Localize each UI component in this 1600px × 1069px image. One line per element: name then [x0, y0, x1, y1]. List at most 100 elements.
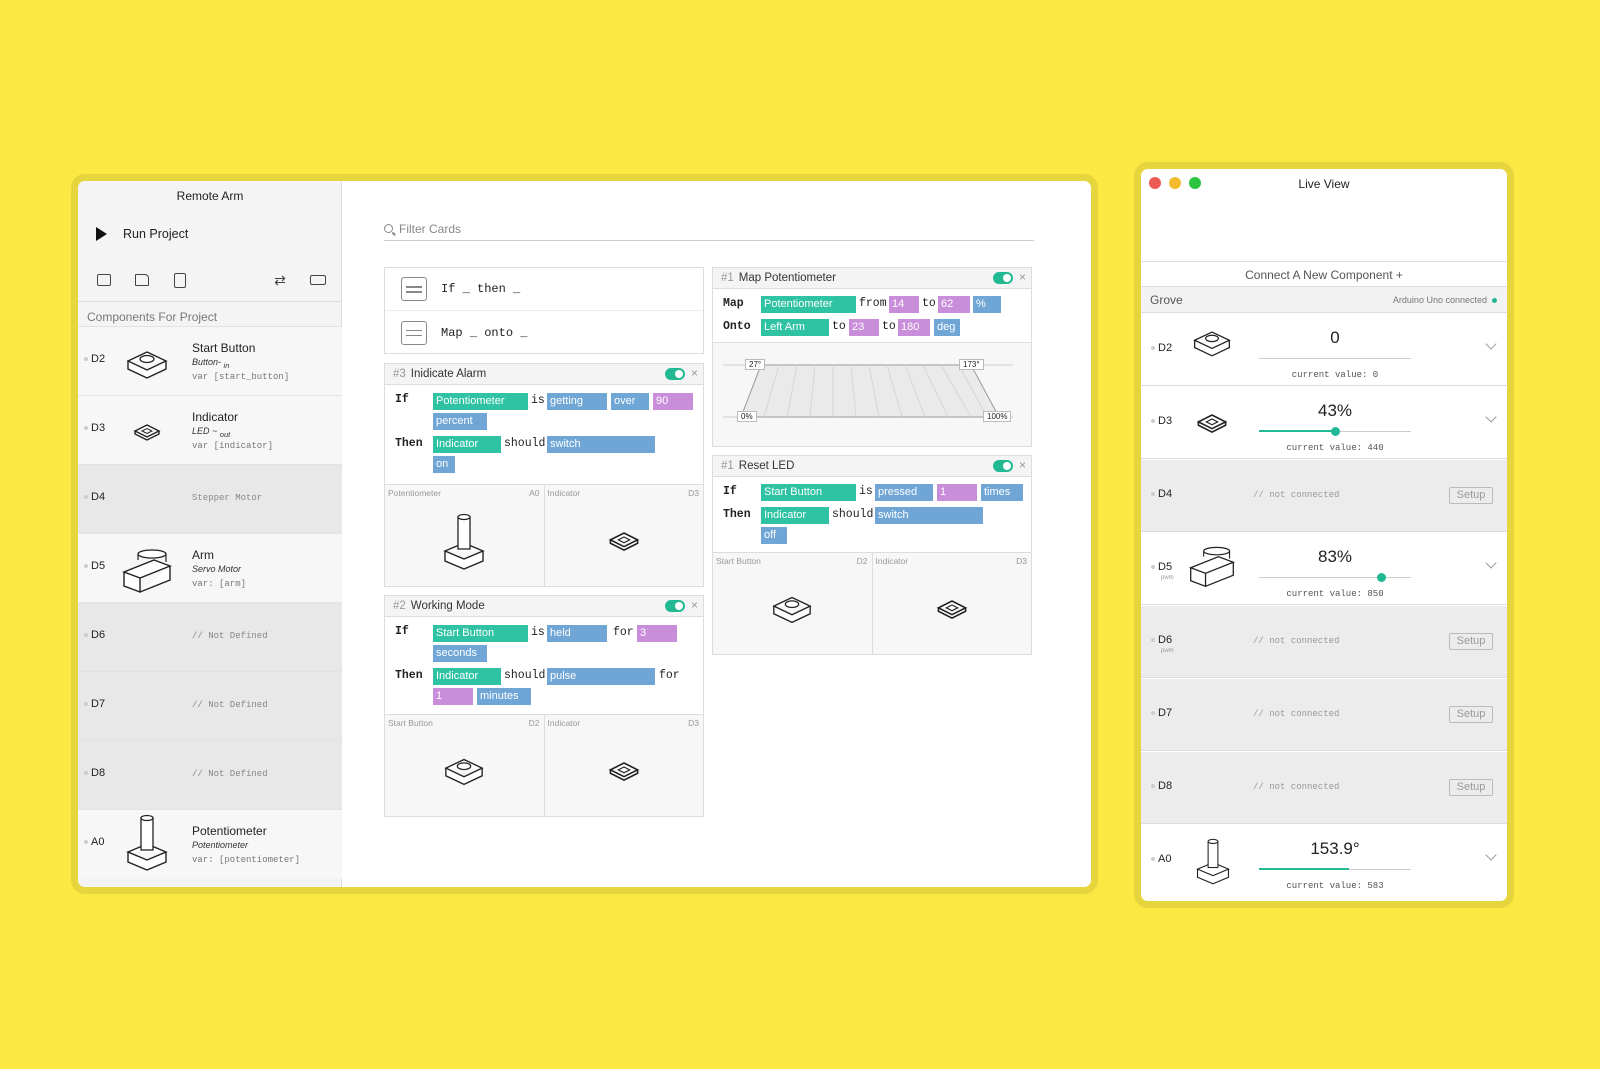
token[interactable]: 23: [849, 319, 879, 336]
chevron-down-icon[interactable]: [1485, 411, 1497, 423]
token[interactable]: Start Button: [433, 625, 528, 642]
card-title: Map Potentiometer: [738, 272, 836, 284]
folder-icon[interactable]: [130, 269, 154, 291]
setup-button[interactable]: Setup: [1449, 779, 1493, 796]
component-row-d7[interactable]: D7 // Not Defined: [78, 671, 342, 740]
value-slider[interactable]: [1259, 427, 1411, 436]
token[interactable]: times: [981, 484, 1023, 501]
live-row-d3[interactable]: D3 43% current value: 440: [1141, 387, 1507, 459]
token[interactable]: Potentiometer: [433, 393, 528, 410]
token[interactable]: seconds: [433, 645, 487, 662]
token[interactable]: over: [611, 393, 649, 410]
word: to: [882, 320, 896, 333]
live-row-d6[interactable]: D6 pwm // not connected Setup: [1141, 606, 1507, 678]
card-toggle[interactable]: [665, 368, 685, 380]
value-slider[interactable]: [1259, 573, 1411, 582]
card-toggle[interactable]: [993, 272, 1013, 284]
token[interactable]: 14: [889, 296, 919, 313]
close-icon[interactable]: ×: [690, 598, 698, 612]
token[interactable]: deg: [934, 319, 960, 336]
chevron-down-icon[interactable]: [1485, 849, 1497, 861]
maximize-button[interactable]: [1189, 177, 1201, 189]
slider-knob[interactable]: [1376, 573, 1386, 582]
value-fill: [1259, 868, 1349, 870]
chevron-down-icon[interactable]: [1485, 338, 1497, 350]
slider-knob[interactable]: [1331, 427, 1340, 436]
token[interactable]: Start Button: [761, 484, 856, 501]
setup-button[interactable]: Setup: [1449, 487, 1493, 504]
template-if-then[interactable]: If _ then _: [385, 268, 703, 311]
component-row-d8[interactable]: D8 // Not Defined: [78, 740, 342, 809]
setup-button[interactable]: Setup: [1449, 706, 1493, 723]
token[interactable]: 62: [938, 296, 970, 313]
token[interactable]: minutes: [477, 688, 531, 705]
not-connected-label: // not connected: [1253, 709, 1340, 719]
component-placeholder: // Not Defined: [192, 631, 268, 641]
live-row-d5[interactable]: D5 pwm 83% current value: 850: [1141, 533, 1507, 605]
token[interactable]: Indicator: [433, 668, 501, 685]
token[interactable]: 90: [653, 393, 693, 410]
live-row-d2[interactable]: D2 0 current value: 0: [1141, 314, 1507, 386]
token[interactable]: 1: [937, 484, 977, 501]
token[interactable]: pulse: [547, 668, 655, 685]
component-row-d5[interactable]: D5 Arm Servo Motor var: [arm]: [78, 533, 342, 602]
setup-button[interactable]: Setup: [1449, 633, 1493, 650]
token[interactable]: held: [547, 625, 607, 642]
run-project-button[interactable]: Run Project: [96, 227, 188, 241]
close-icon[interactable]: ×: [1018, 270, 1026, 284]
thumb-start-button: Start Button D2: [385, 715, 545, 816]
component-row-d6[interactable]: D6 // Not Defined: [78, 602, 342, 671]
current-value: current value: 0: [1291, 370, 1379, 380]
chevron-down-icon[interactable]: [1485, 557, 1497, 569]
button-icon: [1193, 331, 1231, 357]
token[interactable]: switch: [547, 436, 655, 453]
graph-label-bottom-right: 100%: [983, 411, 1012, 422]
live-value: 43%: [1317, 401, 1353, 420]
live-row-a0[interactable]: A0 153.9° current value: 583: [1141, 825, 1507, 901]
live-row-d7[interactable]: D7 // not connected Setup: [1141, 679, 1507, 751]
filter-placeholder: Filter Cards: [399, 221, 462, 236]
card-toggle[interactable]: [665, 600, 685, 612]
token[interactable]: 1: [433, 688, 473, 705]
window-title: Remote Arm: [176, 189, 244, 203]
card-map-potentiometer[interactable]: #1 Map Potentiometer × Map Potentiometer …: [712, 267, 1032, 447]
component-row-d2[interactable]: D2 Start Button Button- in var [start_bu…: [78, 326, 342, 395]
live-row-d8[interactable]: D8 // not connected Setup: [1141, 752, 1507, 824]
token[interactable]: percent: [433, 413, 487, 430]
token[interactable]: Potentiometer: [761, 296, 856, 313]
component-row-a0[interactable]: A0 Potentiometer Potentiometer var: [pot…: [78, 809, 342, 878]
card-working-mode[interactable]: #2 Working Mode × If Start Button is held…: [384, 595, 704, 817]
save-icon[interactable]: [92, 269, 116, 291]
card-indicate-alarm[interactable]: #3 Inidicate Alarm × If Potentiometer is …: [384, 363, 704, 587]
export-icon[interactable]: [168, 269, 192, 291]
card-toggle[interactable]: [993, 460, 1013, 472]
close-icon[interactable]: ×: [1018, 458, 1026, 472]
token[interactable]: Left Arm: [761, 319, 829, 336]
not-connected-label: // not connected: [1253, 782, 1340, 792]
token[interactable]: on: [433, 456, 455, 473]
connect-component-button[interactable]: Connect A New Component +: [1141, 261, 1507, 287]
token[interactable]: 180: [898, 319, 930, 336]
token[interactable]: %: [973, 296, 1001, 313]
window-title: Live View: [1298, 177, 1350, 191]
token[interactable]: 3: [637, 625, 677, 642]
token[interactable]: switch: [875, 507, 983, 524]
token[interactable]: Indicator: [761, 507, 829, 524]
template-map-onto[interactable]: Map _ onto _: [385, 311, 703, 354]
token[interactable]: getting: [547, 393, 607, 410]
board-icon[interactable]: [306, 269, 330, 291]
card-reset-led[interactable]: #1 Reset LED × If Start Button is pressed…: [712, 455, 1032, 655]
minimize-button[interactable]: [1169, 177, 1181, 189]
live-row-d4[interactable]: D4 // not connected Setup: [1141, 460, 1507, 532]
token[interactable]: off: [761, 527, 787, 544]
filter-cards-input[interactable]: Filter Cards: [384, 217, 1034, 241]
component-row-d3[interactable]: D3 Indicator LED ~ out var [indicator]: [78, 395, 342, 464]
token[interactable]: Indicator: [433, 436, 501, 453]
close-icon[interactable]: ×: [690, 366, 698, 380]
component-row-d4[interactable]: D4 Stepper Motor: [78, 464, 342, 533]
search-icon: [384, 224, 393, 233]
swap-icon[interactable]: ⇄: [274, 271, 286, 288]
close-button[interactable]: [1149, 177, 1161, 189]
token[interactable]: pressed: [875, 484, 933, 501]
pin-label: D2: [1151, 342, 1172, 354]
